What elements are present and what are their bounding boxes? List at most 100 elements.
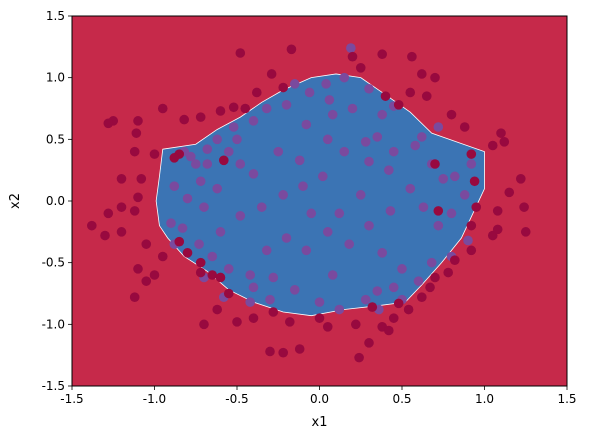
scatter-point-series-2	[314, 313, 325, 323]
scatter-point-series-2	[417, 69, 427, 79]
scatter-point-series-1	[289, 79, 300, 89]
scatter-point-series-1	[410, 140, 421, 151]
scatter-point-series-1	[190, 159, 201, 169]
scatter-point-series-2	[421, 91, 432, 101]
scatter-point-series-2	[322, 322, 333, 332]
y-axis-label: x2	[8, 193, 23, 209]
scatter-point-series-1	[281, 233, 292, 243]
scatter-point-series-2	[248, 313, 259, 323]
scatter-point-series-1	[364, 83, 374, 94]
scatter-point-series-1	[446, 208, 457, 219]
scatter-point-series-1	[202, 144, 213, 154]
scatter-point-series-1	[433, 220, 444, 231]
scatter-point-series-1	[232, 134, 242, 145]
scatter-point-series-2	[266, 69, 277, 79]
scatter-point-series-2	[195, 257, 206, 268]
scatter-point-series-1	[265, 294, 275, 305]
scatter-point-series-1	[215, 227, 226, 237]
scatter-point-series-1	[339, 72, 350, 83]
scatter-point-series-2	[425, 282, 435, 293]
scatter-point-series-2	[443, 267, 454, 278]
scatter-point-series-2	[195, 112, 206, 122]
scatter-point-series-1	[417, 132, 427, 142]
scatter-point-series-2	[492, 206, 503, 216]
x-tick-label: 0.5	[392, 392, 411, 406]
scatter-point-series-1	[261, 245, 272, 256]
scatter-point-series-2	[354, 352, 364, 363]
scatter-point-series-1	[223, 146, 234, 157]
scatter-point-series-2	[504, 187, 515, 198]
scatter-point-series-2	[496, 128, 506, 138]
scatter-point-series-1	[405, 183, 416, 194]
scatter-point-series-2	[212, 304, 222, 315]
scatter-point-series-2	[459, 122, 470, 132]
scatter-point-series-1	[228, 122, 239, 132]
scatter-point-series-2	[235, 48, 246, 58]
scatter-point-series-2	[430, 159, 440, 169]
scatter-point-series-2	[430, 72, 440, 83]
scatter-point-series-2	[516, 174, 526, 184]
scatter-point-series-2	[265, 346, 275, 357]
scatter-point-series-1	[177, 223, 188, 233]
scatter-point-series-2	[251, 87, 262, 98]
scatter-point-series-2	[131, 128, 142, 138]
scatter-point-series-2	[199, 319, 209, 330]
scatter-point-series-2	[466, 245, 477, 256]
scatter-point-series-2	[384, 325, 394, 336]
scatter-point-series-1	[248, 116, 259, 126]
scatter-point-series-2	[388, 313, 399, 323]
scatter-point-series-1	[344, 239, 355, 249]
scatter-point-series-1	[463, 235, 473, 246]
x-axis: -1.5 -1.0 -0.5 0.0 0.5 1.0 1.5	[60, 386, 577, 406]
data-points	[87, 43, 531, 363]
scatter-point-series-2	[492, 224, 503, 235]
scatter-point-series-1	[235, 159, 246, 169]
scatter-point-series-2	[149, 270, 160, 280]
scatter-point-series-1	[360, 294, 371, 305]
scatter-point-series-2	[499, 137, 510, 147]
scatter-point-series-1	[322, 227, 333, 237]
scatter-point-series-1	[334, 304, 345, 315]
scatter-point-series-2	[240, 103, 251, 114]
scatter-point-series-1	[388, 146, 399, 157]
scatter-point-series-1	[194, 239, 204, 249]
scatter-point-series-1	[248, 282, 259, 293]
x-tick-label: 1.0	[475, 392, 494, 406]
scatter-point-series-2	[116, 227, 127, 237]
scatter-point-series-2	[268, 307, 279, 317]
scatter-point-series-2	[129, 292, 140, 303]
scatter-point-series-1	[223, 264, 234, 274]
scatter-point-series-1	[438, 174, 449, 184]
scatter-point-series-2	[469, 176, 480, 187]
x-tick-label: 0.0	[310, 392, 329, 406]
y-tick-label: -1.5	[42, 379, 65, 393]
scatter-point-series-2	[223, 288, 234, 299]
scatter-point-series-1	[278, 190, 289, 200]
scatter-point-series-2	[129, 146, 140, 157]
scatter-point-series-1	[281, 100, 292, 110]
scatter-point-series-1	[466, 159, 477, 169]
scatter-point-series-2	[133, 264, 143, 274]
scatter-point-series-2	[466, 149, 477, 159]
scatter-point-series-1	[245, 270, 255, 280]
scatter-point-series-1	[248, 169, 259, 179]
scatter-point-series-1	[212, 134, 222, 145]
scatter-point-series-2	[433, 206, 444, 216]
scatter-point-series-1	[372, 132, 383, 142]
scatter-point-series-2	[219, 155, 229, 166]
scatter-point-series-2	[195, 267, 206, 278]
scatter-point-series-1	[322, 134, 333, 145]
x-axis-label: x1	[312, 415, 328, 430]
scatter-point-series-2	[116, 174, 127, 184]
scatter-point-series-2	[215, 106, 226, 116]
scatter-point-series-1	[384, 165, 394, 175]
scatter-point-series-2	[351, 319, 361, 330]
scatter-point-series-1	[450, 171, 460, 182]
scatter-point-series-1	[372, 286, 383, 296]
scatter-point-series-2	[232, 317, 242, 327]
scatter-point-series-2	[149, 149, 160, 159]
scatter-point-series-2	[294, 344, 305, 354]
scatter-point-series-1	[321, 79, 331, 89]
scatter-point-series-2	[347, 51, 358, 62]
